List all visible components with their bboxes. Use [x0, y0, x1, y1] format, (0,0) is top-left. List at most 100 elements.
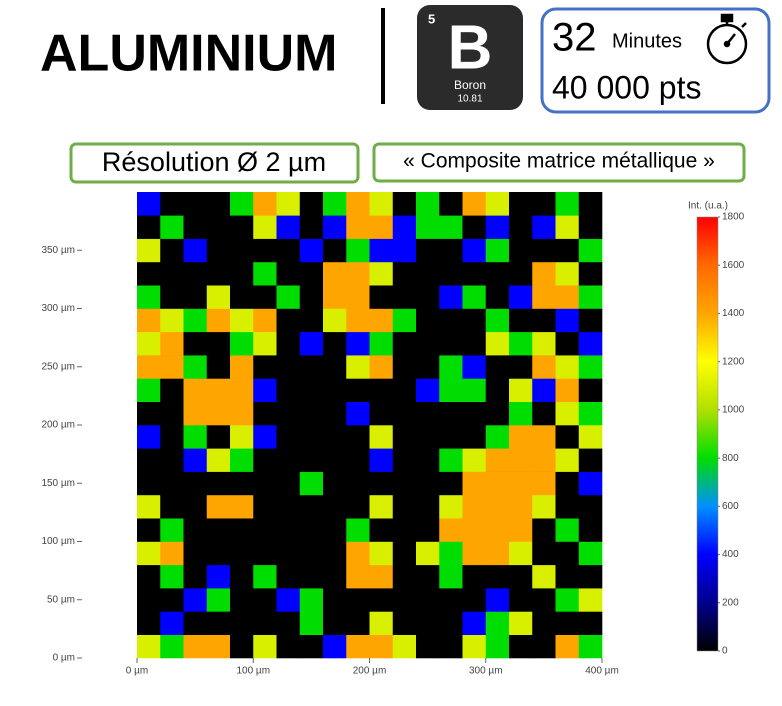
- colorbar-tick-label: 1400: [722, 308, 745, 319]
- heat-cell: [137, 285, 161, 309]
- heat-cell: [346, 541, 370, 566]
- colorbar-tick-label: 1600: [722, 260, 745, 271]
- heat-cell: [439, 425, 463, 449]
- time-value: 32: [552, 16, 597, 60]
- heat-cell: [276, 518, 301, 542]
- x-tick-label: 100 µm: [236, 666, 270, 677]
- heat-cell: [439, 261, 463, 286]
- heat-cell: [253, 634, 277, 659]
- heat-cell: [160, 238, 184, 263]
- heat-cell: [299, 378, 324, 402]
- heat-cell: [230, 494, 254, 519]
- heat-cell: [392, 448, 417, 472]
- heat-cell: [323, 471, 347, 496]
- heat-cell: [253, 308, 277, 333]
- y-tick-label: 100 µm: [41, 536, 75, 547]
- heat-cell: [578, 331, 603, 356]
- heat-cell: [346, 238, 370, 263]
- heat-cell: [299, 448, 324, 472]
- heat-cell: [439, 331, 463, 356]
- heat-cell: [276, 378, 301, 402]
- heat-cell: [555, 425, 580, 449]
- heat-cell: [276, 448, 301, 472]
- heat-cell: [137, 448, 161, 472]
- heat-cell: [206, 215, 231, 239]
- heat-cell: [532, 494, 556, 519]
- colorbar-tick-label: 200: [722, 597, 739, 608]
- heat-cell: [369, 261, 394, 286]
- heat-cell: [369, 634, 394, 659]
- sample-box: [372, 142, 746, 183]
- heat-cell: [578, 588, 603, 612]
- heat-cell: [392, 192, 417, 216]
- heat-cell: [439, 634, 463, 659]
- heat-cell: [276, 425, 301, 449]
- heat-cell: [555, 494, 580, 519]
- heat-cell: [392, 588, 417, 612]
- heat-cell: [578, 308, 603, 333]
- heat-cell: [439, 192, 463, 216]
- heat-cell: [253, 331, 277, 356]
- heat-cell: [160, 425, 184, 449]
- heat-cell: [416, 285, 440, 309]
- heat-cell: [392, 611, 417, 635]
- heat-cell: [323, 494, 347, 519]
- heat-cell: [462, 401, 487, 426]
- heat-cell: [323, 308, 347, 333]
- heat-cell: [462, 261, 487, 286]
- heat-cell: [346, 494, 370, 519]
- heat-cell: [369, 448, 394, 472]
- heat-cell: [555, 215, 580, 239]
- heat-cell: [485, 634, 510, 659]
- heat-cell: [160, 564, 184, 589]
- heat-cell: [206, 355, 231, 379]
- heat-cell: [462, 192, 487, 216]
- heat-cell: [299, 261, 324, 286]
- heat-cell: [485, 355, 510, 379]
- heat-cell: [183, 331, 208, 356]
- heat-cell: [183, 425, 208, 449]
- heat-cell: [299, 588, 324, 612]
- divider: [381, 8, 385, 104]
- heat-cell: [369, 192, 394, 216]
- heat-cell: [416, 541, 440, 566]
- heat-cell: [346, 471, 370, 496]
- heat-cell: [299, 331, 324, 356]
- heat-cell: [509, 518, 533, 542]
- heat-cell: [137, 215, 161, 239]
- heat-cell: [206, 634, 231, 659]
- heat-cell: [416, 471, 440, 496]
- heat-cell: [230, 331, 254, 356]
- heat-cell: [392, 378, 417, 402]
- heat-cell: [160, 634, 184, 659]
- heat-cell: [137, 192, 161, 216]
- heat-cell: [323, 448, 347, 472]
- heat-cell: [346, 518, 370, 542]
- heat-cell: [555, 518, 580, 542]
- heat-cell: [230, 238, 254, 263]
- heat-cell: [137, 425, 161, 449]
- heat-cell: [509, 215, 533, 239]
- heat-cell: [183, 634, 208, 659]
- heat-cell: [230, 518, 254, 542]
- heat-cell: [485, 285, 510, 309]
- heat-cell: [369, 611, 394, 635]
- heat-cell: [392, 425, 417, 449]
- heat-cell: [137, 355, 161, 379]
- heat-cell: [392, 308, 417, 333]
- heat-cell: [369, 308, 394, 333]
- heat-cell: [299, 401, 324, 426]
- heat-cell: [183, 285, 208, 309]
- heat-cell: [323, 285, 347, 309]
- heat-cell: [323, 192, 347, 216]
- heat-cell: [369, 518, 394, 542]
- heat-cell: [323, 634, 347, 659]
- heat-cell: [485, 541, 510, 566]
- heat-cell: [206, 308, 231, 333]
- heat-cell: [346, 378, 370, 402]
- heat-cell: [323, 401, 347, 426]
- colorbar: [696, 216, 719, 652]
- heat-cell: [183, 564, 208, 589]
- heat-cell: [276, 471, 301, 496]
- heat-cell: [439, 448, 463, 472]
